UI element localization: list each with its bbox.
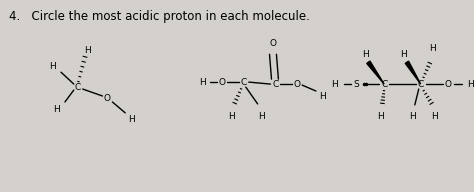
Text: C: C — [381, 80, 387, 89]
Text: O: O — [219, 78, 226, 87]
Text: H: H — [429, 44, 436, 53]
Text: H: H — [319, 92, 326, 100]
Text: H: H — [362, 50, 369, 59]
Text: H: H — [228, 112, 235, 121]
Text: H: H — [431, 112, 438, 121]
Text: H: H — [410, 112, 416, 121]
Text: O: O — [104, 94, 111, 103]
Text: H: H — [467, 80, 474, 89]
Text: S: S — [354, 80, 359, 89]
Text: H: H — [377, 112, 383, 121]
Text: H: H — [199, 78, 206, 87]
Text: C: C — [241, 78, 247, 87]
Text: 4.   Circle the most acidic proton in each molecule.: 4. Circle the most acidic proton in each… — [9, 10, 310, 23]
Text: H: H — [128, 115, 135, 124]
Text: H: H — [84, 46, 91, 55]
Text: H: H — [258, 112, 265, 121]
Polygon shape — [367, 61, 384, 84]
Text: H: H — [53, 105, 59, 114]
Text: H: H — [331, 80, 338, 89]
Text: C: C — [273, 80, 279, 89]
Text: H: H — [49, 62, 55, 71]
Text: O: O — [294, 80, 301, 89]
Text: C: C — [418, 80, 424, 89]
Text: O: O — [270, 39, 277, 48]
Text: O: O — [445, 80, 452, 89]
Text: H: H — [401, 50, 407, 59]
Polygon shape — [405, 61, 421, 84]
Text: C: C — [75, 83, 81, 92]
